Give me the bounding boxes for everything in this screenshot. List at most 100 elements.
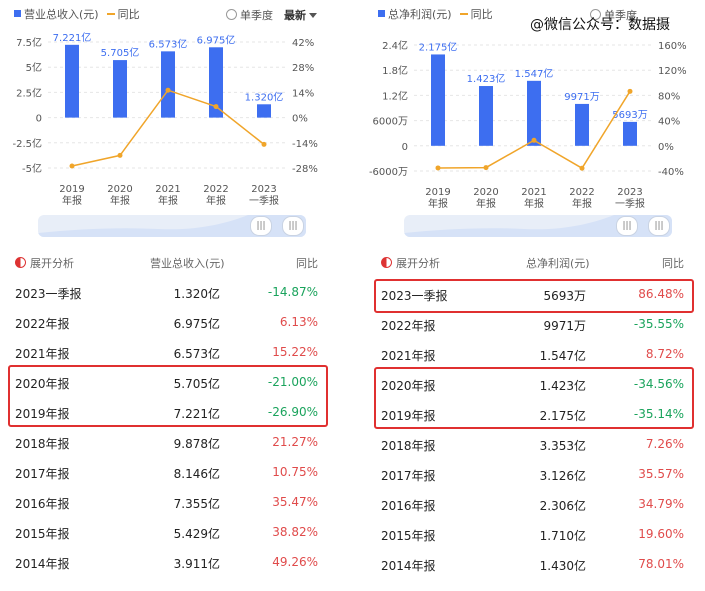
net-profit-panel: 总净利润(元) 同比 单季度 2.4亿 1.8亿 1.2亿 6000万 0 -6000万 16… [366,0,696,591]
chart-legend: 总净利润(元) 同比 [378,6,493,22]
table-row[interactable]: 2017年报 8.146亿 10.75% [0,457,330,487]
yoy-cell: -35.55% [633,317,684,331]
bar [113,60,127,118]
value-cell: 5.429亿 [173,527,220,541]
table-row[interactable]: 2023一季报 5693万 86.48% [366,279,696,309]
quarterly-radio[interactable]: 单季度 [226,7,273,23]
yoy-cell: 38.82% [272,525,318,539]
bar [479,86,493,146]
revenue-chart: 7.5亿 5亿 2.5亿 0 -2.5亿 -5亿 42% 28% 14% 0% -14% -28% 7.… [12,31,317,207]
radio-circle-icon[interactable] [226,9,237,20]
expand-analysis[interactable]: 展开分析 [381,255,440,271]
period-cell: 2016年报 [381,499,436,513]
x-tick-label: 年报 [158,194,178,207]
y-tick-label: 2.4亿 [382,39,408,52]
bar-value-label: 1.547亿 [515,67,554,80]
x-tick-label: 2023 [617,187,642,198]
range-slider[interactable]: ||| ||| [404,215,672,237]
slider-handle-right[interactable]: ||| [282,216,304,236]
period-cell: 2022年报 [15,317,70,331]
y-tick-label: 7.5亿 [16,36,42,49]
y2-tick-label: 0% [658,142,674,153]
table-row[interactable]: 2019年报 2.175亿 -35.14% [366,399,696,429]
table-row[interactable]: 2020年报 1.423亿 -34.56% [366,369,696,399]
period-cell: 2021年报 [15,347,70,361]
y-tick-label: 0 [36,114,42,125]
value-cell: 6.975亿 [173,317,220,331]
value-cell: 8.146亿 [173,467,220,481]
yoy-cell: 34.79% [638,497,684,511]
bar [65,44,79,118]
radio-circle-icon[interactable] [590,9,601,20]
yoy-cell: -26.90% [267,405,318,419]
quarterly-radio-label: 单季度 [240,9,273,22]
table-row[interactable]: 2021年报 1.547亿 8.72% [366,339,696,369]
y2-tick-label: 160% [658,41,687,52]
value-cell: 7.355亿 [173,497,220,511]
bar-value-label: 5.705亿 [101,46,140,59]
bar [161,51,175,118]
highlight-box [8,365,328,427]
table-row[interactable]: 2020年报 5.705亿 -21.00% [0,367,330,397]
yoy-cell: 35.47% [272,495,318,509]
x-tick-label: 年报 [428,197,448,210]
table-row[interactable]: 2022年报 6.975亿 6.13% [0,307,330,337]
table-row[interactable]: 2014年报 1.430亿 78.01% [366,549,696,579]
yoy-cell: -35.14% [633,407,684,421]
x-tick-label: 2020 [107,184,132,195]
expand-analysis[interactable]: 展开分析 [15,255,74,271]
yoy-point [165,87,171,93]
y-tick-label: 6000万 [373,117,408,128]
bar-value-label: 5693万 [612,110,647,121]
line-legend-swatch [459,13,468,15]
slider-handle-left[interactable]: ||| [616,216,638,236]
yoy-cell: -14.87% [267,285,318,299]
bar-legend-swatch [378,10,385,17]
period-cell: 2015年报 [381,529,436,543]
line-legend-swatch [106,13,115,15]
table-row[interactable]: 2019年报 7.221亿 -26.90% [0,397,330,427]
table-row[interactable]: 2018年报 9.878亿 21.27% [0,427,330,457]
table-row[interactable]: 2015年报 1.710亿 19.60% [366,519,696,549]
table-row[interactable]: 2021年报 6.573亿 15.22% [0,337,330,367]
period-cell: 2017年报 [15,467,70,481]
table-row[interactable]: 2017年报 3.126亿 35.57% [366,459,696,489]
yoy-cell: 78.01% [638,557,684,571]
period-cell: 2019年报 [381,409,436,423]
slider-handle-left[interactable]: ||| [250,216,272,236]
bar-legend-swatch [14,10,21,17]
yoy-point [69,163,75,169]
table-row[interactable]: 2016年报 7.355亿 35.47% [0,487,330,517]
table-row[interactable]: 2023一季报 1.320亿 -14.87% [0,277,330,307]
yoy-cell: 86.48% [638,287,684,301]
value-cell: 9971万 [543,319,586,333]
y-tick-label: -2.5亿 [12,137,42,150]
range-slider[interactable]: ||| ||| [38,215,306,237]
table-row[interactable]: 2018年报 3.353亿 7.26% [366,429,696,459]
bar-value-label: 1.320亿 [245,90,284,103]
value-cell: 1.710亿 [539,529,586,543]
x-tick-label: 年报 [206,194,226,207]
latest-dropdown[interactable]: 最新 [284,7,317,23]
line-legend-label: 同比 [470,8,493,21]
table-row[interactable]: 2014年报 3.911亿 49.26% [0,547,330,577]
table-row[interactable]: 2016年报 2.306亿 34.79% [366,489,696,519]
bar [527,80,541,146]
value-cell: 7.221亿 [173,407,220,421]
quarterly-radio-label: 单季度 [604,9,637,22]
bar-legend-label: 总净利润(元) [388,8,452,21]
column-header-value: 营业总收入(元) [150,257,225,270]
table-row[interactable]: 2022年报 9971万 -35.55% [366,309,696,339]
slider-handle-right[interactable]: ||| [648,216,670,236]
y2-tick-label: 42% [292,38,314,49]
value-cell: 1.423亿 [539,379,586,393]
y2-tick-label: 28% [292,63,314,74]
quarterly-radio[interactable]: 单季度 [590,7,637,23]
x-tick-label: 2020 [473,187,498,198]
yoy-cell: 8.72% [645,347,684,361]
period-cell: 2018年报 [381,439,436,453]
yoy-cell: 21.27% [272,435,318,449]
value-cell: 5693万 [543,289,586,303]
table-row[interactable]: 2015年报 5.429亿 38.82% [0,517,330,547]
value-cell: 1.430亿 [539,559,586,573]
